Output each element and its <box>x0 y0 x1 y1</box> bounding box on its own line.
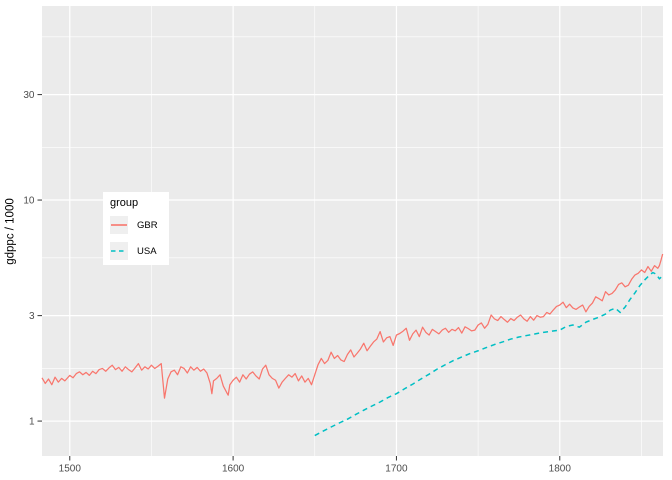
x-tick-label: 1600 <box>222 464 245 475</box>
legend: group GBR USA <box>103 192 169 265</box>
x-tick-label: 1800 <box>549 464 572 475</box>
legend-key-usa <box>110 242 128 260</box>
legend-label-usa: USA <box>137 245 157 257</box>
y-tick-label: 3 <box>29 311 35 322</box>
legend-label-gbr: GBR <box>137 219 158 231</box>
gbr-line <box>41 253 664 399</box>
gbr-line-sample-icon <box>111 224 127 226</box>
y-tick-label: 10 <box>23 196 35 207</box>
legend-key-gbr <box>110 216 128 234</box>
y-tick-label: 30 <box>23 90 35 101</box>
usa-line-sample-icon <box>111 250 127 252</box>
axis-ticks <box>37 94 561 461</box>
x-tick-label: 1700 <box>385 464 408 475</box>
y-tick-label: 1 <box>29 417 35 428</box>
axis-tick-labels: 1500 1600 1700 1800 1 3 10 30 <box>23 90 571 474</box>
legend-entry-usa: USA <box>110 242 169 260</box>
legend-entries: GBR USA <box>110 216 169 260</box>
legend-entry-gbr: GBR <box>110 216 169 234</box>
legend-title: group <box>110 197 139 209</box>
usa-line <box>314 271 664 437</box>
y-axis-title: gdppc / 1000 <box>4 198 17 265</box>
x-tick-label: 1500 <box>59 464 82 475</box>
